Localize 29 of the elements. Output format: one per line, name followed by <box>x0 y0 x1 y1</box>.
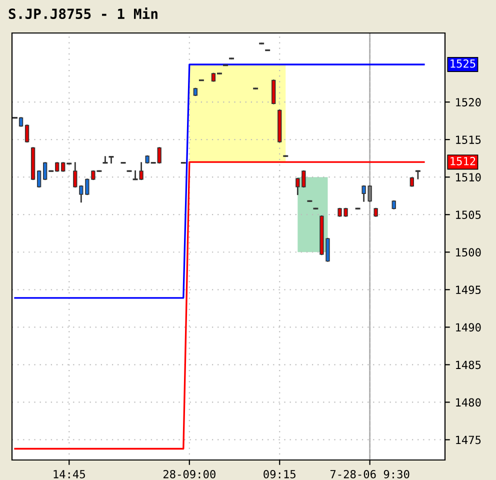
y-tick-label: 1520 <box>456 98 481 106</box>
candlestick <box>79 185 84 203</box>
x-tick-label: 09:15 <box>264 470 296 478</box>
y-tick-label: 1510 <box>456 173 481 182</box>
x-tick-label: 7-28-06 9:30 <box>330 470 410 478</box>
annotation: 1512 <box>450 156 476 166</box>
candlestick <box>362 185 366 202</box>
y-tick-label: 1505 <box>456 210 481 220</box>
y-tick-label: 1495 <box>456 286 481 294</box>
chart-title: S.JP.J8755 - 1 Min <box>8 8 158 20</box>
candlestick <box>296 178 300 196</box>
candlestick <box>36 170 42 188</box>
y-tick-label: 1480 <box>456 398 481 407</box>
y-tick-label: 1500 <box>456 248 481 257</box>
candlestick <box>302 170 306 188</box>
candlestick <box>85 178 90 196</box>
y-tick-label: 1475 <box>456 436 481 444</box>
candlestick <box>102 156 108 164</box>
candlestick <box>108 156 114 164</box>
candlestick <box>24 124 30 143</box>
candlestick <box>73 162 78 188</box>
annotation: 1525 <box>450 59 476 68</box>
y-tick-label: 1485 <box>456 360 481 370</box>
y-tick-label: 1515 <box>456 136 481 144</box>
x-tick-label: 14:45 <box>54 470 85 478</box>
x-tick-label: 28-09:00 <box>163 470 216 478</box>
y-tick-label: 1490 <box>456 323 481 332</box>
candlestick <box>272 80 276 104</box>
candlestick <box>368 185 372 202</box>
